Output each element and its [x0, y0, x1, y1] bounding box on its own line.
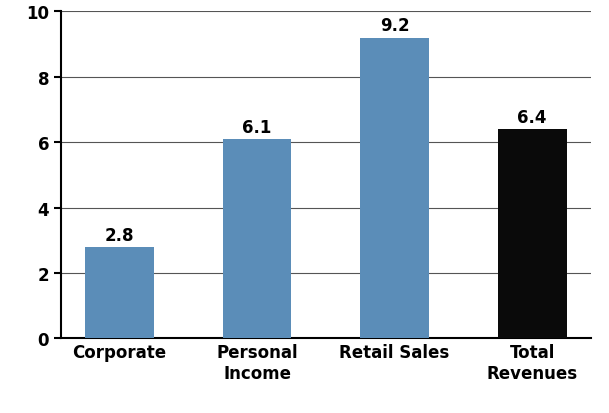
Bar [223, 140, 292, 339]
Bar [498, 130, 566, 339]
Text: 9.2: 9.2 [380, 17, 409, 35]
Text: 6.1: 6.1 [242, 119, 272, 136]
Text: 6.4: 6.4 [518, 109, 547, 127]
Text: 2.8: 2.8 [105, 226, 134, 244]
Bar [360, 38, 429, 339]
Bar [85, 247, 154, 339]
